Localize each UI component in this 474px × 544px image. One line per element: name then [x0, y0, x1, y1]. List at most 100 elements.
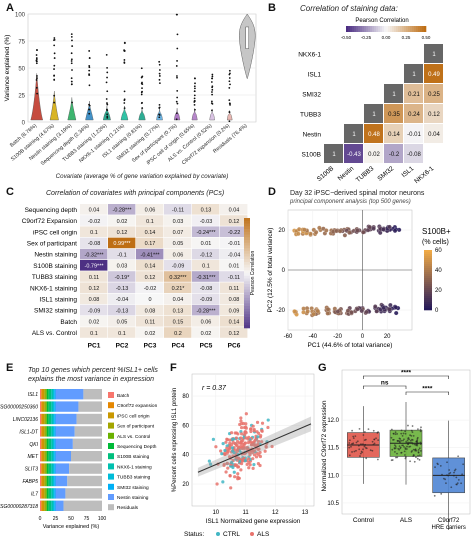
legend-swatch [244, 245, 250, 249]
heatmap-cell [164, 271, 192, 282]
scatter-point [387, 224, 392, 230]
legend-swatch [358, 26, 361, 32]
panel-e-title: Top 10 genes which percent %ISL1+ cells … [28, 367, 158, 383]
stacked-bar-segment [83, 389, 102, 400]
scatter-point [373, 304, 378, 309]
outlier-dot [158, 106, 161, 109]
legend-swatch [244, 303, 250, 307]
heatmap-cell-value: -0.11 [172, 208, 184, 214]
outlier-dot [71, 39, 73, 42]
legend-swatch [244, 220, 250, 224]
heatmap-cell [108, 293, 136, 305]
outlier-dot [140, 93, 143, 96]
outlier-dot [176, 75, 178, 77]
panel-b-row-label: SMI32 [302, 92, 321, 99]
stacked-bar-segment [41, 389, 43, 400]
panel-f-legend-title: Status: [184, 531, 204, 538]
panel-d-legend-title: S100B+ [422, 227, 451, 236]
stacked-bar-segment [51, 475, 54, 487]
heatmap-cell [220, 282, 248, 293]
jitter-point [402, 444, 404, 447]
outlier-dot [106, 116, 109, 119]
heatmap-cell [192, 226, 220, 237]
outlier-dot [228, 77, 231, 79]
panel-a-ytick-label: 0 [22, 121, 26, 127]
heatmap-cell-value: 1 [392, 92, 396, 98]
heatmap-cell [192, 248, 220, 260]
point-als [236, 472, 240, 476]
legend-swatch [346, 26, 349, 32]
outlier-dot [158, 116, 161, 119]
heatmap-cell-value: -0.2 [389, 152, 400, 158]
legend-swatch [244, 264, 250, 268]
heatmap-cell [80, 327, 108, 338]
outlier-dot [211, 88, 214, 91]
heatmap-cell [424, 104, 443, 123]
outlier-dot [176, 33, 179, 36]
stacked-bar-segment [44, 488, 46, 499]
legend-swatch [244, 242, 250, 246]
outlier-dot [140, 102, 143, 105]
jitter-point [399, 438, 402, 440]
stacked-bar-segment [51, 413, 54, 425]
legend-swatch [244, 273, 250, 277]
scatter-point [381, 305, 386, 311]
heatmap-cell-value: -0.1 [117, 252, 126, 258]
panel-b-row-label: TUBB3 [300, 112, 321, 119]
stacked-bar-segment [55, 426, 75, 437]
heatmap-cell [164, 215, 192, 226]
stacked-bar-segment [48, 451, 52, 462]
heatmap-cell-value: 1 [412, 72, 416, 78]
panel-d-xlabel: PC1 (44.6% of total variance) [308, 342, 393, 349]
outlier-dot [175, 100, 178, 103]
stacked-bar-segment [55, 500, 64, 511]
panel-b-col-label: SMI32 [376, 165, 395, 183]
outlier-dot [35, 54, 38, 56]
point-als [236, 477, 240, 481]
heatmap-cell-value: 0.02 [145, 331, 156, 337]
stacked-bar-segment [44, 500, 46, 511]
heatmap-cell-value: -0.28*** [113, 208, 133, 214]
violin-2 [67, 97, 77, 121]
panel-label-g: G [318, 362, 327, 374]
legend-swatch [244, 237, 250, 241]
outlier-dot [70, 62, 73, 65]
outlier-dot [140, 91, 143, 94]
legend-swatch [424, 280, 432, 283]
legend-swatch [244, 306, 250, 310]
legend-swatch [244, 317, 250, 321]
stacked-bar-segment [63, 500, 102, 511]
outlier-dot [88, 50, 91, 52]
outlier-dot [106, 71, 109, 74]
scatter-point [394, 310, 399, 316]
stacked-bar-segment [55, 488, 66, 499]
scatter-point [371, 226, 376, 231]
heatmap-cell-value: 1 [432, 52, 436, 58]
jitter-point [392, 438, 394, 441]
jitter-point [365, 457, 368, 460]
heatmap-cell [384, 104, 403, 123]
jitter-point [351, 429, 354, 432]
point-als [258, 450, 262, 455]
legend-swatch [422, 26, 425, 32]
jitter-point [359, 452, 362, 455]
jitter-point [399, 447, 402, 450]
legend-swatch [366, 26, 369, 32]
point-als [249, 427, 253, 431]
jitter-point [404, 447, 407, 450]
heatmap-cell-value: 0.01 [201, 241, 212, 247]
heatmap-cell-value: 0.14 [388, 132, 400, 138]
scatter-point [392, 228, 398, 234]
outlier-dot [193, 103, 196, 106]
stacked-bar-segment [53, 488, 55, 499]
legend-swatch [424, 286, 432, 289]
panel-c-row-label: Sequencing depth [25, 207, 78, 214]
jitter-point [419, 430, 422, 433]
stacked-bar-segment [46, 475, 49, 487]
scatter-point [342, 233, 348, 238]
stacked-bar-segment [53, 475, 55, 487]
heatmap-cell [136, 304, 164, 316]
panel-b-col-label: Nestin [337, 165, 356, 182]
jitter-point [348, 454, 351, 457]
point-als [256, 447, 260, 452]
